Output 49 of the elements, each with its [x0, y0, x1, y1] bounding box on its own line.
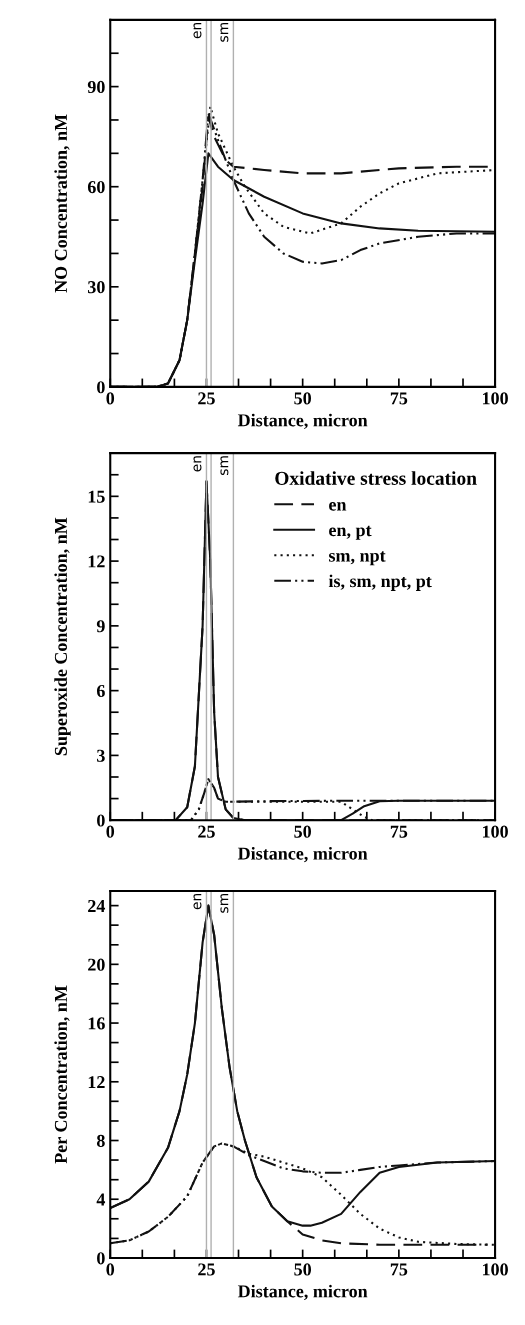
x-axis-title: Distance, micron [237, 846, 368, 863]
y-tick-label: 15 [88, 490, 105, 503]
y-tick-label: 12 [88, 555, 105, 568]
y-tick-label: 24 [88, 899, 106, 912]
ref-line-label: sm [220, 893, 229, 913]
y-tick-label: 20 [88, 958, 105, 971]
y-axis-title: Superoxide Concentration, nM [54, 517, 71, 756]
x-tick-label: 25 [198, 1263, 215, 1276]
y-tick-label: 12 [88, 1076, 105, 1089]
ref-line-label: en [193, 456, 202, 472]
y-tick-label: 60 [87, 180, 105, 194]
legend-title: Oxidative stress location [275, 471, 477, 485]
ref-line-label: en [193, 22, 202, 39]
y-tick-label: 0 [97, 814, 105, 827]
y-tick-label: 9 [96, 620, 105, 633]
ref-line-label: sm [220, 456, 229, 475]
legend-label: sm, npt [329, 551, 386, 566]
x-tick-label: 100 [482, 825, 508, 838]
legend-label: en [329, 502, 347, 511]
y-tick-label: 0 [97, 381, 105, 394]
legend-label: is, sm, npt, pt [328, 574, 432, 591]
legend-label: en, pt [329, 525, 372, 540]
x-tick-label: 0 [106, 392, 115, 405]
y-tick-label: 3 [97, 749, 105, 762]
x-tick-label: 0 [106, 825, 115, 838]
x-tick-label: 50 [294, 392, 311, 405]
x-axis-title: Distance, micron [237, 413, 368, 430]
y-tick-label: 0 [97, 1252, 105, 1265]
y-tick-label: 16 [88, 1017, 105, 1030]
y-axis-title: Per Concentration, nM [54, 985, 70, 1164]
ref-line-label: sm [220, 22, 229, 42]
y-tick-label: 90 [87, 80, 105, 94]
x-tick-label: 25 [198, 392, 215, 405]
x-axis-title: Distance, micron [237, 1284, 368, 1301]
x-tick-label: 75 [390, 392, 408, 405]
y-axis-title: NO Concentration, nM [54, 114, 70, 293]
y-tick-label: 8 [96, 1134, 105, 1147]
x-tick-label: 75 [390, 1263, 408, 1276]
x-tick-label: 50 [294, 825, 311, 838]
y-tick-label: 4 [96, 1193, 106, 1206]
y-tick-label: 30 [88, 281, 105, 294]
y-tick-label: 6 [96, 684, 105, 698]
x-tick-label: 50 [294, 1263, 311, 1276]
ref-line-label: en [193, 893, 202, 910]
x-tick-label: 25 [198, 825, 215, 838]
x-tick-label: 0 [106, 1263, 115, 1276]
x-tick-label: 75 [390, 825, 408, 838]
x-tick-label: 100 [482, 1263, 508, 1276]
x-tick-label: 100 [482, 392, 508, 405]
